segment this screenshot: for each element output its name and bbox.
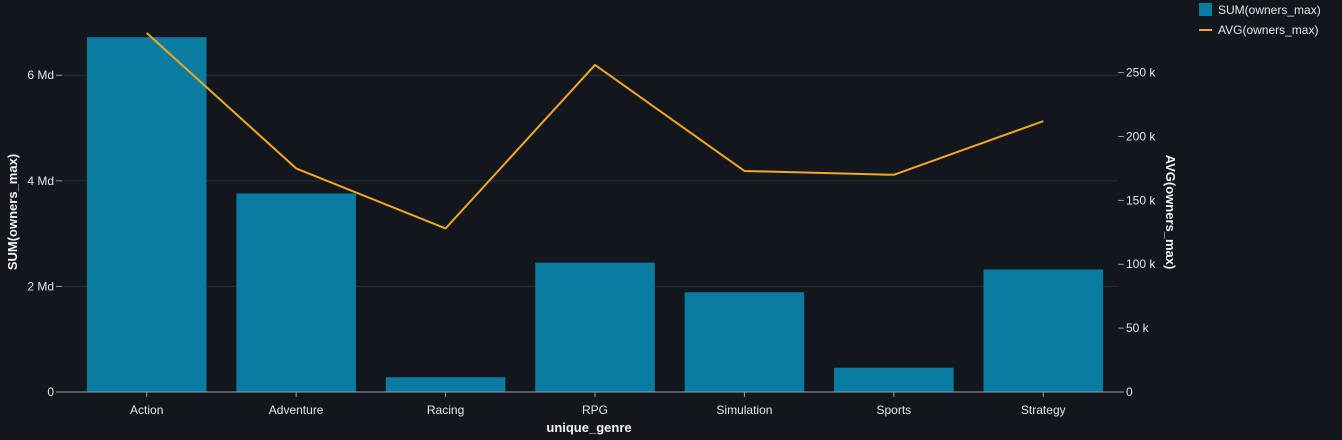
bar — [385, 377, 506, 392]
x-tick-label: Racing — [427, 403, 464, 417]
bar-series — [86, 37, 1104, 392]
gridlines — [62, 74, 1118, 287]
line-series — [146, 32, 1044, 230]
y2-tick-label: 150 k — [1126, 193, 1156, 207]
legend: SUM(owners_max) AVG(owners_max) — [1199, 3, 1321, 37]
x-tick-label: Strategy — [1021, 403, 1066, 417]
y2-tick-label: 250 k — [1126, 66, 1156, 80]
y-tick-label: 6 Md — [27, 68, 54, 82]
y2-axis-title: AVG(owners_max) — [1163, 155, 1178, 270]
axes: 0 2 Md 4 Md 6 Md 0 50 k 100 k 150 k 200 k 250 k Ac… — [27, 66, 1156, 417]
x-tick-label: Simulation — [716, 403, 772, 417]
bar — [684, 292, 805, 392]
bar — [535, 262, 655, 392]
x-tick-label: Action — [130, 403, 163, 417]
x-tick-label: Sports — [877, 403, 912, 417]
legend-label-avg: AVG(owners_max) — [1218, 23, 1318, 37]
y2-tick-label: 200 k — [1126, 129, 1156, 143]
y-tick-label: 4 Md — [27, 174, 54, 188]
y-tick-label: 0 — [47, 385, 54, 399]
y2-tick-label: 100 k — [1126, 257, 1156, 271]
y-tick-label: 2 Md — [27, 279, 54, 293]
y2-tick-label: 50 k — [1126, 321, 1150, 335]
bar — [86, 37, 207, 392]
y2-tick-label: 0 — [1126, 385, 1133, 399]
x-tick-label: Adventure — [269, 403, 324, 417]
y-axis-title: SUM(owners_max) — [5, 154, 20, 270]
bar — [236, 193, 356, 392]
legend-swatch-bar — [1199, 3, 1212, 16]
legend-label-sum: SUM(owners_max) — [1218, 3, 1321, 17]
x-axis-title: unique_genre — [546, 420, 631, 435]
bar — [834, 367, 954, 392]
bar — [983, 269, 1104, 392]
x-tick-label: RPG — [582, 403, 608, 417]
